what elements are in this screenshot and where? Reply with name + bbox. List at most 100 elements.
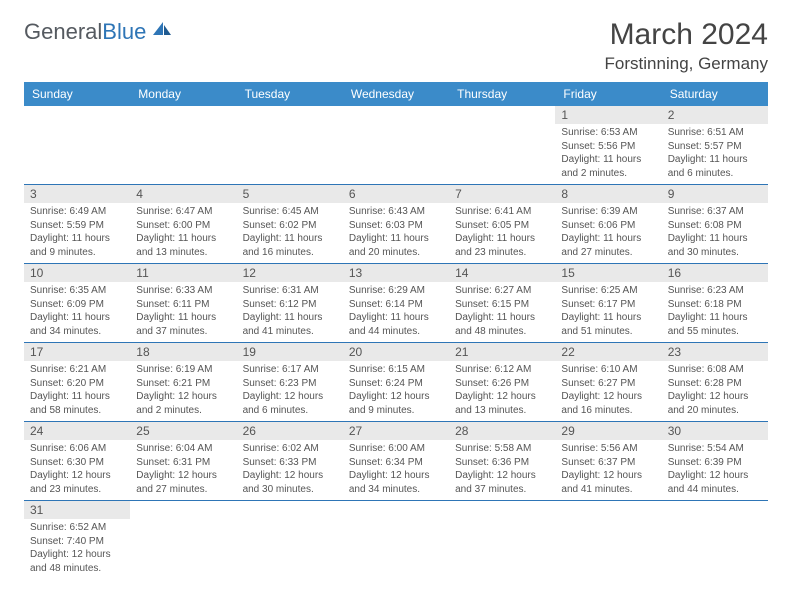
logo-text-a: General — [24, 19, 102, 45]
calendar-cell: 21Sunrise: 6:12 AMSunset: 6:26 PMDayligh… — [449, 343, 555, 422]
calendar-cell: 22Sunrise: 6:10 AMSunset: 6:27 PMDayligh… — [555, 343, 661, 422]
logo-text-b: Blue — [102, 19, 146, 45]
day-data: Sunrise: 6:23 AMSunset: 6:18 PMDaylight:… — [662, 282, 768, 342]
calendar-cell: 14Sunrise: 6:27 AMSunset: 6:15 PMDayligh… — [449, 264, 555, 343]
sunrise-text: Sunrise: 6:49 AM — [30, 205, 124, 219]
daylight-text: Daylight: 12 hours and 23 minutes. — [30, 469, 124, 496]
day-number: 7 — [449, 185, 555, 203]
day-number: 3 — [24, 185, 130, 203]
day-number: 30 — [662, 422, 768, 440]
sunset-text: Sunset: 6:27 PM — [561, 377, 655, 391]
sunrise-text: Sunrise: 6:43 AM — [349, 205, 443, 219]
day-number: 8 — [555, 185, 661, 203]
calendar-cell — [130, 106, 236, 185]
calendar-head: SundayMondayTuesdayWednesdayThursdayFrid… — [24, 82, 768, 106]
day-data: Sunrise: 5:54 AMSunset: 6:39 PMDaylight:… — [662, 440, 768, 500]
header: GeneralBlue March 2024 Forstinning, Germ… — [24, 18, 768, 74]
calendar-cell: 4Sunrise: 6:47 AMSunset: 6:00 PMDaylight… — [130, 185, 236, 264]
day-number: 21 — [449, 343, 555, 361]
daylight-text: Daylight: 11 hours and 51 minutes. — [561, 311, 655, 338]
calendar-cell: 30Sunrise: 5:54 AMSunset: 6:39 PMDayligh… — [662, 422, 768, 501]
day-data: Sunrise: 6:25 AMSunset: 6:17 PMDaylight:… — [555, 282, 661, 342]
day-number: 14 — [449, 264, 555, 282]
calendar-cell: 8Sunrise: 6:39 AMSunset: 6:06 PMDaylight… — [555, 185, 661, 264]
sunset-text: Sunset: 6:18 PM — [668, 298, 762, 312]
sunset-text: Sunset: 6:00 PM — [136, 219, 230, 233]
sunrise-text: Sunrise: 6:06 AM — [30, 442, 124, 456]
sunrise-text: Sunrise: 6:53 AM — [561, 126, 655, 140]
day-data: Sunrise: 6:10 AMSunset: 6:27 PMDaylight:… — [555, 361, 661, 421]
daylight-text: Daylight: 11 hours and 2 minutes. — [561, 153, 655, 180]
sunset-text: Sunset: 6:30 PM — [30, 456, 124, 470]
calendar-cell — [24, 106, 130, 185]
sunset-text: Sunset: 6:09 PM — [30, 298, 124, 312]
day-number: 10 — [24, 264, 130, 282]
calendar-cell: 16Sunrise: 6:23 AMSunset: 6:18 PMDayligh… — [662, 264, 768, 343]
sunset-text: Sunset: 6:36 PM — [455, 456, 549, 470]
daylight-text: Daylight: 11 hours and 30 minutes. — [668, 232, 762, 259]
sunrise-text: Sunrise: 6:02 AM — [243, 442, 337, 456]
sunrise-text: Sunrise: 6:04 AM — [136, 442, 230, 456]
day-data: Sunrise: 6:27 AMSunset: 6:15 PMDaylight:… — [449, 282, 555, 342]
daylight-text: Daylight: 11 hours and 6 minutes. — [668, 153, 762, 180]
sunrise-text: Sunrise: 6:17 AM — [243, 363, 337, 377]
calendar-cell: 19Sunrise: 6:17 AMSunset: 6:23 PMDayligh… — [237, 343, 343, 422]
day-data: Sunrise: 6:15 AMSunset: 6:24 PMDaylight:… — [343, 361, 449, 421]
calendar-cell: 24Sunrise: 6:06 AMSunset: 6:30 PMDayligh… — [24, 422, 130, 501]
title-block: March 2024 Forstinning, Germany — [605, 18, 768, 74]
sunrise-text: Sunrise: 6:37 AM — [668, 205, 762, 219]
daylight-text: Daylight: 12 hours and 30 minutes. — [243, 469, 337, 496]
day-number: 11 — [130, 264, 236, 282]
sunset-text: Sunset: 6:28 PM — [668, 377, 762, 391]
day-number: 1 — [555, 106, 661, 124]
day-data: Sunrise: 6:02 AMSunset: 6:33 PMDaylight:… — [237, 440, 343, 500]
calendar-cell: 31Sunrise: 6:52 AMSunset: 7:40 PMDayligh… — [24, 501, 130, 580]
daylight-text: Daylight: 12 hours and 27 minutes. — [136, 469, 230, 496]
sail-icon — [150, 18, 172, 44]
day-data: Sunrise: 6:19 AMSunset: 6:21 PMDaylight:… — [130, 361, 236, 421]
daylight-text: Daylight: 11 hours and 37 minutes. — [136, 311, 230, 338]
day-number: 25 — [130, 422, 236, 440]
calendar-cell: 26Sunrise: 6:02 AMSunset: 6:33 PMDayligh… — [237, 422, 343, 501]
sunrise-text: Sunrise: 6:00 AM — [349, 442, 443, 456]
daylight-text: Daylight: 11 hours and 20 minutes. — [349, 232, 443, 259]
daylight-text: Daylight: 12 hours and 16 minutes. — [561, 390, 655, 417]
sunrise-text: Sunrise: 5:54 AM — [668, 442, 762, 456]
calendar-cell: 17Sunrise: 6:21 AMSunset: 6:20 PMDayligh… — [24, 343, 130, 422]
sunrise-text: Sunrise: 6:10 AM — [561, 363, 655, 377]
sunset-text: Sunset: 6:06 PM — [561, 219, 655, 233]
calendar-cell: 15Sunrise: 6:25 AMSunset: 6:17 PMDayligh… — [555, 264, 661, 343]
day-number: 2 — [662, 106, 768, 124]
sunrise-text: Sunrise: 6:27 AM — [455, 284, 549, 298]
day-number: 19 — [237, 343, 343, 361]
daylight-text: Daylight: 12 hours and 34 minutes. — [349, 469, 443, 496]
sunset-text: Sunset: 5:59 PM — [30, 219, 124, 233]
month-title: March 2024 — [605, 18, 768, 52]
day-number: 5 — [237, 185, 343, 203]
calendar-cell: 13Sunrise: 6:29 AMSunset: 6:14 PMDayligh… — [343, 264, 449, 343]
day-number: 15 — [555, 264, 661, 282]
calendar-cell — [555, 501, 661, 580]
sunrise-text: Sunrise: 6:51 AM — [668, 126, 762, 140]
day-number: 4 — [130, 185, 236, 203]
sunset-text: Sunset: 7:40 PM — [30, 535, 124, 549]
calendar-cell: 1Sunrise: 6:53 AMSunset: 5:56 PMDaylight… — [555, 106, 661, 185]
day-data: Sunrise: 6:39 AMSunset: 6:06 PMDaylight:… — [555, 203, 661, 263]
day-data: Sunrise: 6:33 AMSunset: 6:11 PMDaylight:… — [130, 282, 236, 342]
calendar-cell: 27Sunrise: 6:00 AMSunset: 6:34 PMDayligh… — [343, 422, 449, 501]
sunset-text: Sunset: 6:26 PM — [455, 377, 549, 391]
calendar-cell: 11Sunrise: 6:33 AMSunset: 6:11 PMDayligh… — [130, 264, 236, 343]
sunset-text: Sunset: 6:24 PM — [349, 377, 443, 391]
daylight-text: Daylight: 12 hours and 9 minutes. — [349, 390, 443, 417]
day-number: 18 — [130, 343, 236, 361]
location: Forstinning, Germany — [605, 54, 768, 74]
daylight-text: Daylight: 11 hours and 55 minutes. — [668, 311, 762, 338]
sunset-text: Sunset: 5:57 PM — [668, 140, 762, 154]
daylight-text: Daylight: 11 hours and 41 minutes. — [243, 311, 337, 338]
day-number: 31 — [24, 501, 130, 519]
sunrise-text: Sunrise: 6:19 AM — [136, 363, 230, 377]
sunset-text: Sunset: 6:21 PM — [136, 377, 230, 391]
sunrise-text: Sunrise: 6:25 AM — [561, 284, 655, 298]
day-data: Sunrise: 6:21 AMSunset: 6:20 PMDaylight:… — [24, 361, 130, 421]
day-data: Sunrise: 5:58 AMSunset: 6:36 PMDaylight:… — [449, 440, 555, 500]
